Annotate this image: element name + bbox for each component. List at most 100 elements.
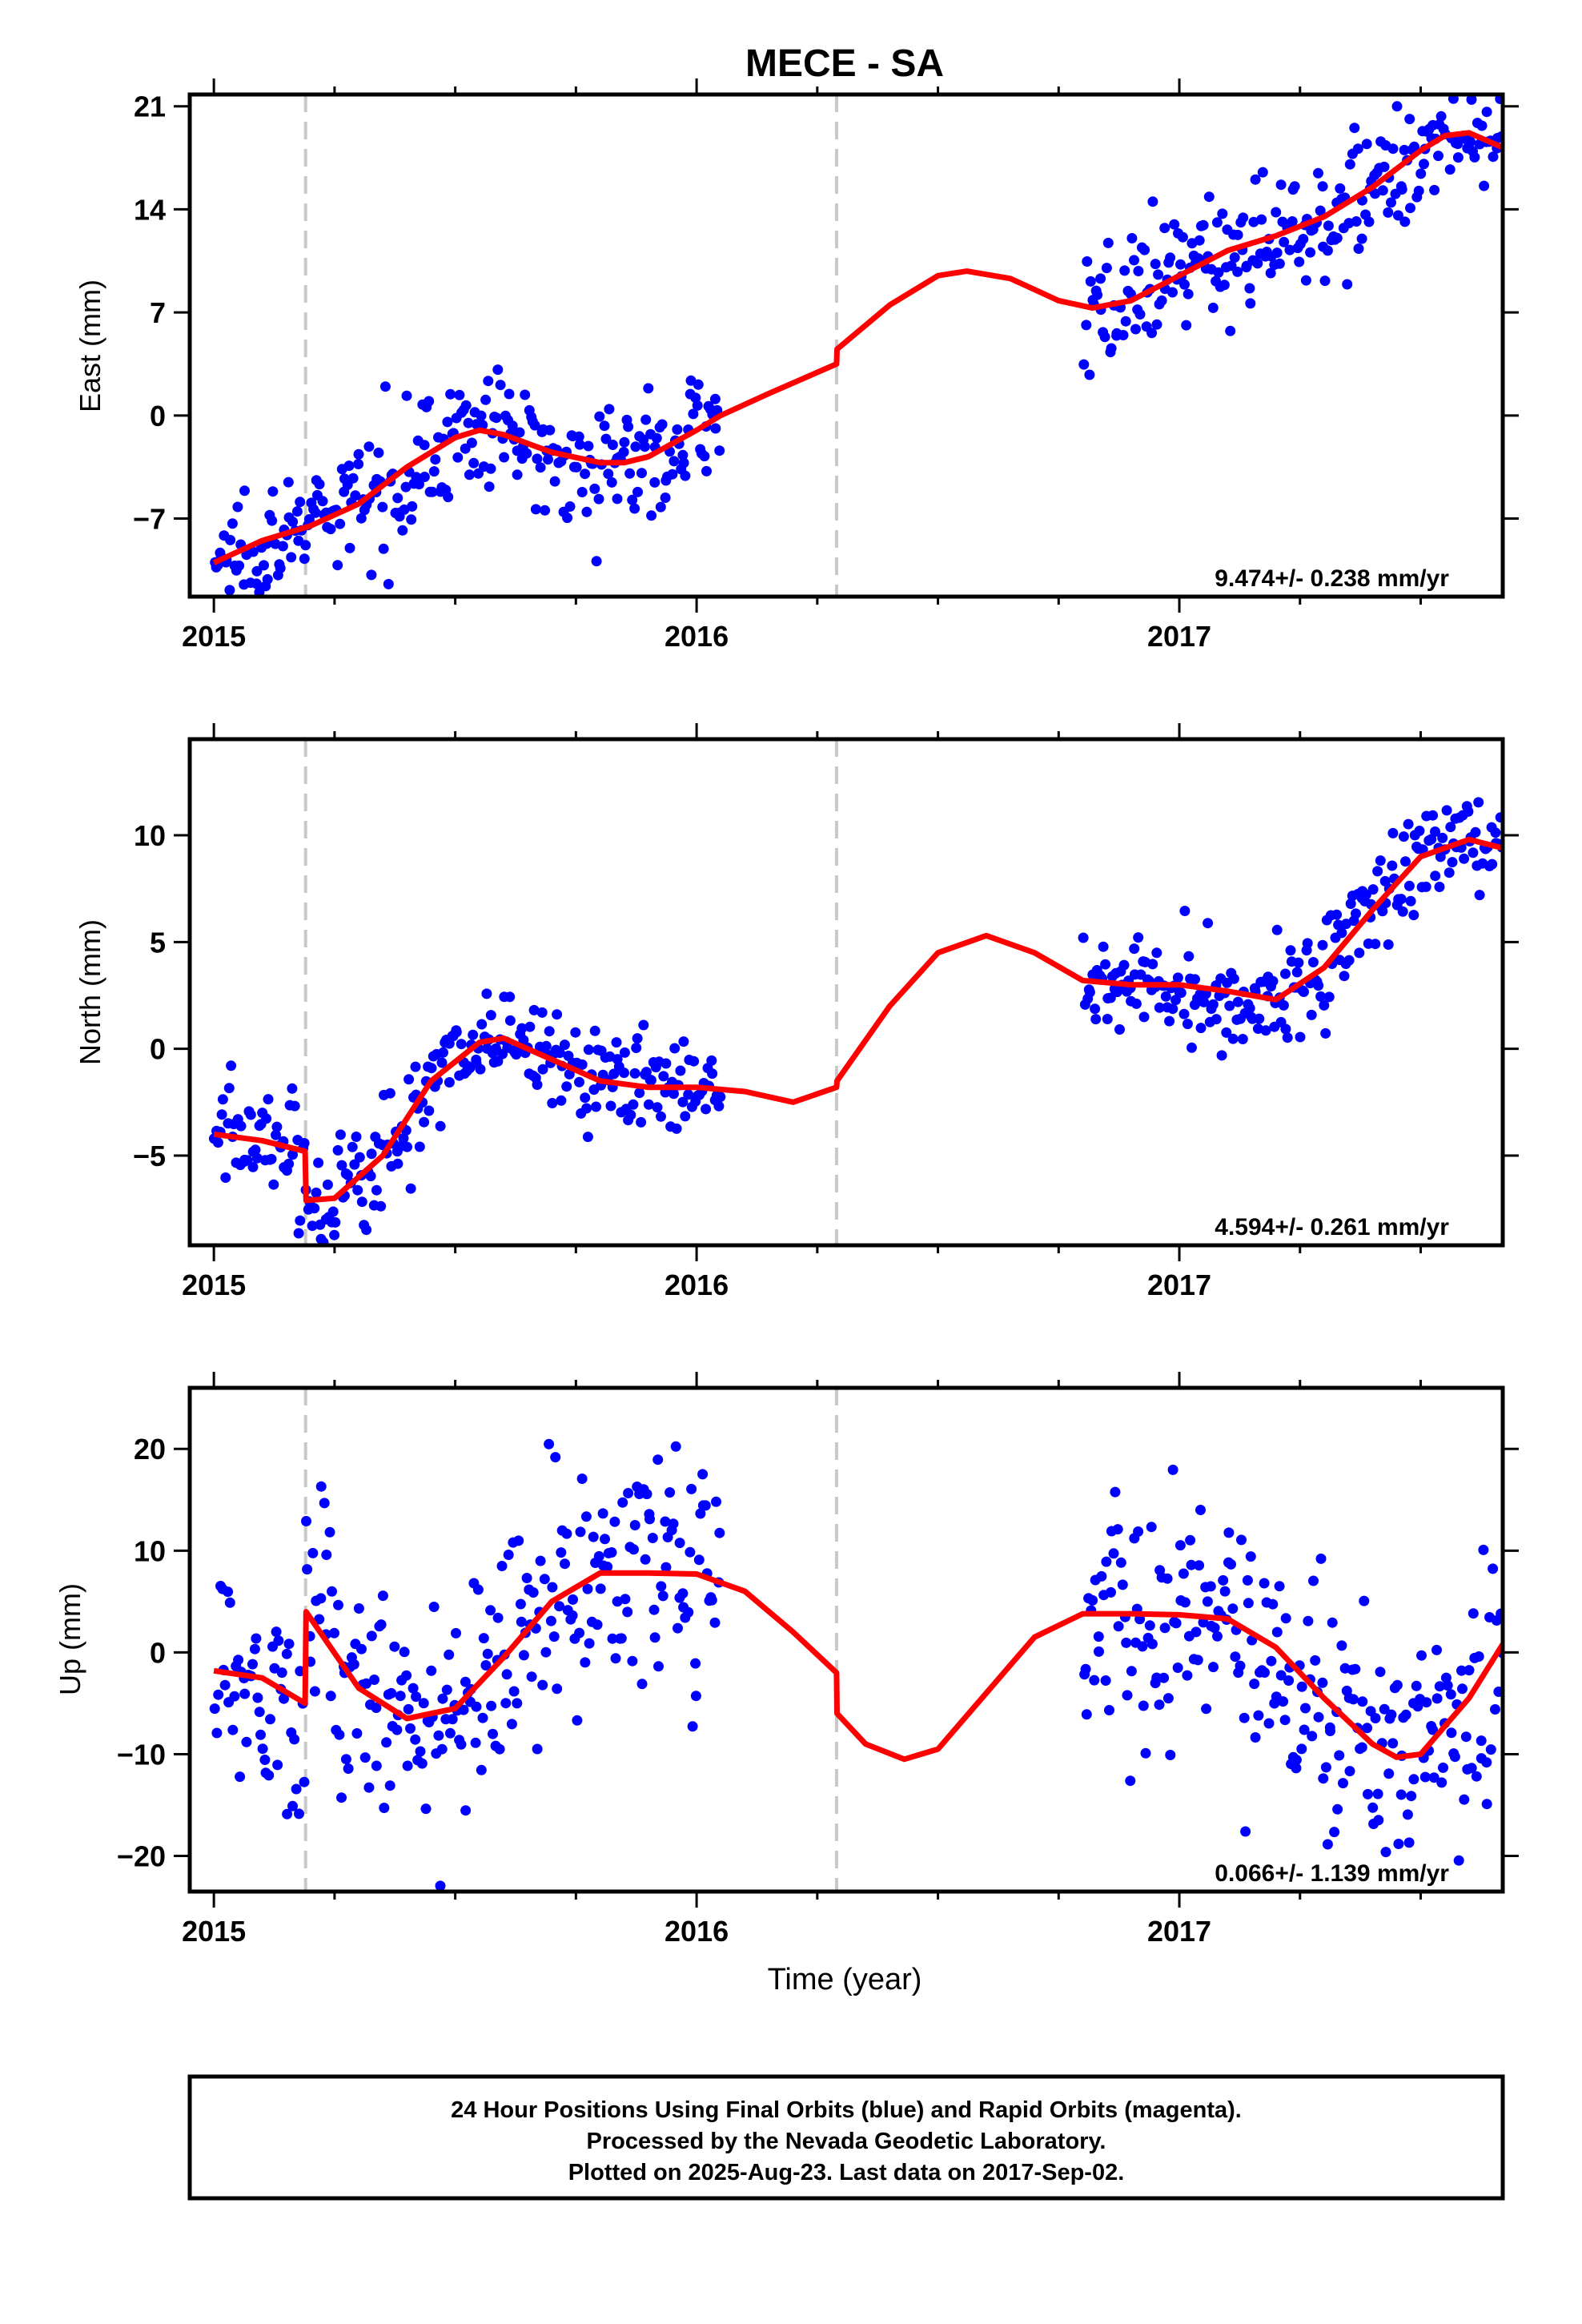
north-data-point (419, 1116, 430, 1128)
east-data-point (1399, 144, 1410, 155)
north-data-point (1138, 1011, 1150, 1023)
up-data-point (503, 1550, 514, 1560)
up-data-point (501, 1669, 512, 1680)
up-data-point (1219, 1586, 1231, 1597)
up-data-point (622, 1606, 633, 1618)
up-data-point (496, 1561, 508, 1571)
up-data-point (1236, 1534, 1247, 1546)
north-data-point (1427, 810, 1439, 821)
east-data-point (627, 494, 638, 505)
north-data-point (1183, 951, 1195, 962)
up-data-point (561, 1528, 572, 1539)
up-data-point (1179, 1597, 1191, 1608)
east-data-point (1106, 343, 1117, 354)
north-data-point (1400, 856, 1411, 867)
up-data-point (641, 1489, 652, 1500)
north-data-point (356, 1196, 367, 1208)
east-data-point (1203, 191, 1215, 203)
north-data-point (1252, 1023, 1263, 1034)
up-data-point (674, 1538, 685, 1549)
east-data-point (484, 481, 495, 493)
up-data-point (371, 1703, 382, 1713)
east-data-point (473, 468, 484, 479)
north-data-point (1293, 957, 1304, 968)
up-data-point (379, 1803, 390, 1813)
east-data-point (591, 556, 602, 567)
up-data-point (1172, 1663, 1183, 1673)
east-data-point (247, 546, 259, 557)
east-data-point (1447, 94, 1459, 104)
up-data-point (1402, 1809, 1413, 1820)
up-data-point (606, 1547, 617, 1558)
east-data-point (1356, 233, 1367, 244)
north-data-point (1195, 1023, 1207, 1034)
up-data-point (371, 1760, 382, 1771)
north-data-point (405, 1183, 416, 1194)
up-data-point (1471, 1771, 1482, 1782)
north-data-point (245, 1109, 256, 1120)
north-data-point (1179, 906, 1191, 916)
east-data-point (1387, 143, 1399, 155)
up-data-point (251, 1633, 262, 1644)
east-data-point (347, 472, 359, 484)
east-data-point (1134, 309, 1146, 320)
up-data-point (471, 1701, 482, 1712)
east-data-point (463, 417, 474, 428)
up-data-point (291, 1783, 302, 1795)
east-data-point (1465, 136, 1476, 147)
up-data-point (363, 1782, 375, 1793)
up-data-point (302, 1564, 313, 1575)
up-data-point (1315, 1553, 1327, 1564)
up-data-point (690, 1658, 701, 1669)
up-data-point (597, 1508, 608, 1519)
east-data-point (1179, 279, 1190, 290)
east-data-point (1229, 252, 1240, 263)
east-data-point (1331, 232, 1343, 243)
east-data-point (629, 503, 640, 514)
north-data-point (1307, 957, 1319, 967)
up-data-point (1307, 1731, 1318, 1742)
north-data-point (1387, 860, 1398, 871)
east-data-point (544, 424, 556, 436)
up-data-point (1493, 1687, 1503, 1697)
up-data-point (1300, 1703, 1311, 1714)
east-data-point (693, 379, 704, 390)
up-data-point (1375, 1667, 1386, 1678)
north-data-point (638, 1019, 649, 1031)
footer-line-3: Plotted on 2025-Aug-23. Last data on 201… (568, 2160, 1125, 2185)
up-data-point (1093, 1631, 1104, 1642)
up-data-point (648, 1604, 660, 1615)
up-data-point (386, 1687, 397, 1699)
north-data-point (1447, 857, 1458, 868)
up-ytick-label: 0 (150, 1636, 166, 1669)
up-data-point (660, 1516, 671, 1527)
up-data-point (1230, 1651, 1241, 1663)
north-data-point (1175, 987, 1186, 999)
up-data-point (209, 1703, 220, 1715)
east-data-point (1245, 298, 1256, 309)
up-data-point (389, 1641, 400, 1652)
east-data-point (1300, 275, 1311, 286)
up-data-point (249, 1643, 260, 1655)
east-data-point (1404, 114, 1415, 125)
east-data-point (299, 553, 310, 565)
east-data-point (1409, 141, 1419, 152)
up-data-point (336, 1792, 347, 1803)
north-data-point (1147, 959, 1158, 970)
east-data-point (1082, 256, 1093, 267)
north-data-point (591, 1101, 601, 1112)
up-data-point (1356, 1742, 1367, 1753)
north-data-point (589, 1025, 600, 1036)
up-data-point (324, 1526, 335, 1538)
east-rate-label: 9.474+/- 0.238 mm/yr (1215, 565, 1449, 592)
north-data-point (628, 1099, 639, 1110)
up-data-point (539, 1574, 550, 1585)
north-data-point (1295, 1031, 1306, 1043)
north-data-point (1313, 980, 1324, 991)
up-data-point (685, 1546, 696, 1558)
up-data-point (1106, 1586, 1116, 1598)
up-data-point (1363, 1788, 1373, 1799)
up-data-point (1113, 1621, 1124, 1632)
up-data-point (687, 1721, 698, 1732)
up-data-point (521, 1573, 532, 1583)
